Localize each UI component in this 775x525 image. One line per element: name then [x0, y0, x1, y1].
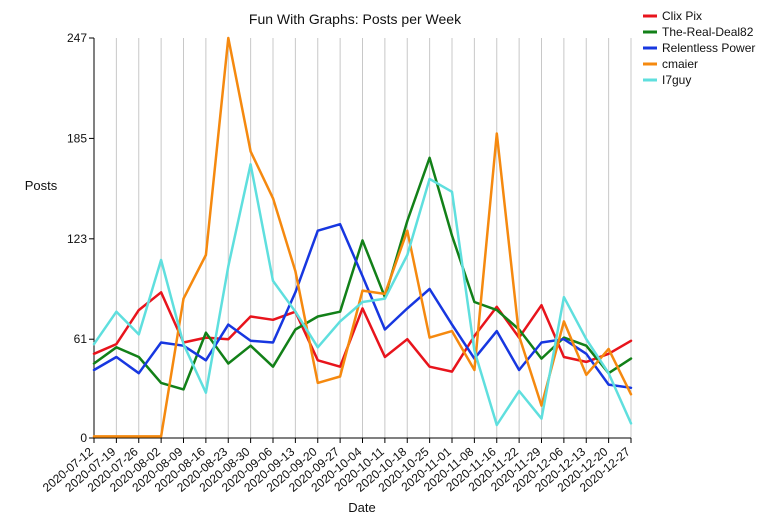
legend-label: The-Real-Deal82 [662, 25, 754, 39]
legend: Clix Pix The-Real-Deal82 Relentless Power c… [643, 9, 755, 87]
series-line-the-real-deal82 [92, 156, 633, 391]
series-line-i7guy [92, 163, 633, 427]
legend-label: I7guy [662, 73, 691, 87]
y-tick-label: 61 [74, 332, 88, 346]
y-tick-label: 123 [67, 232, 87, 246]
axes: 0611231852472020-07-122020-07-192020-07-… [40, 31, 633, 495]
y-tick-label: 185 [67, 131, 87, 145]
x-axis-label: Date [348, 500, 375, 515]
legend-label: cmaier [662, 57, 698, 71]
series-line-cmaier [92, 36, 633, 438]
chart-title: Fun With Graphs: Posts per Week [249, 11, 462, 27]
legend-label: Clix Pix [662, 9, 702, 23]
gridlines [93, 38, 632, 438]
y-axis-label: Posts [25, 178, 58, 193]
legend-label: Relentless Power [662, 41, 755, 55]
y-tick-label: 0 [80, 431, 87, 445]
y-tick-label: 247 [67, 31, 87, 45]
series-lines [92, 36, 633, 438]
